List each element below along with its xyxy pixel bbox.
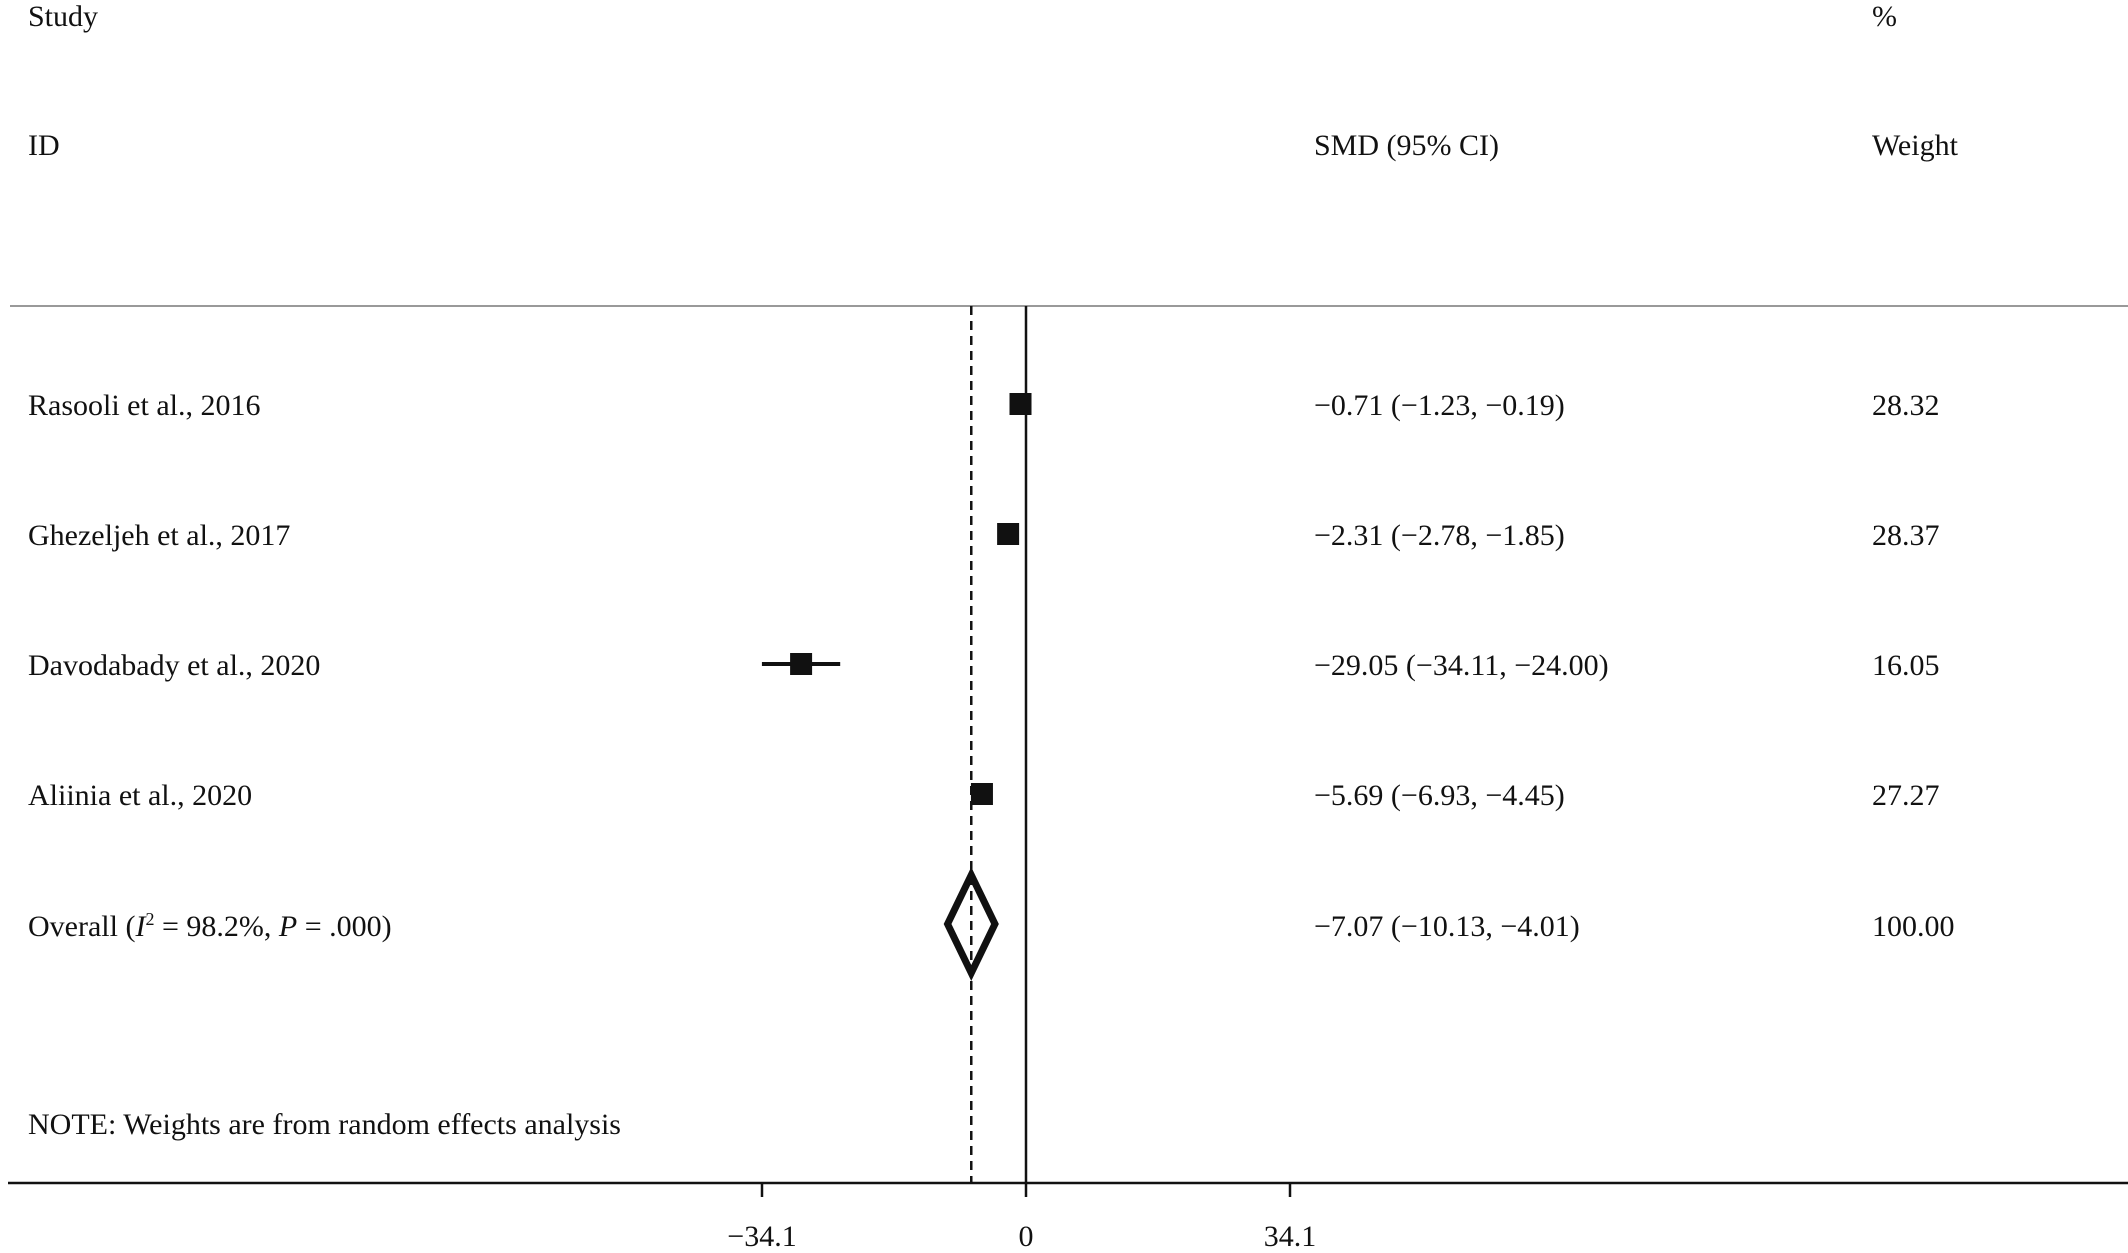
- overall-label-prefix: Overall (: [28, 910, 136, 943]
- study-point-estimate: [970, 783, 993, 805]
- header-percent: %: [1872, 0, 1897, 33]
- study-weight: 28.37: [1872, 519, 1940, 552]
- study-smd-text: −2.31 (−2.78, −1.85): [1314, 519, 1565, 552]
- study-point-estimate: [997, 523, 1020, 545]
- study-smd-text: −0.71 (−1.23, −0.19): [1314, 389, 1565, 422]
- overall-i2-symbol: I: [135, 910, 146, 943]
- overall-diamond: [943, 866, 999, 982]
- study-label: Aliinia et al., 2020: [28, 779, 253, 812]
- overall-smd-text: −7.07 (−10.13, −4.01): [1314, 910, 1580, 943]
- x-tick-label: −34.1: [727, 1220, 797, 1253]
- study-point-estimate: [1009, 393, 1032, 415]
- study-weight: 28.32: [1872, 389, 1940, 422]
- study-weight: 16.05: [1872, 649, 1940, 682]
- header-id: ID: [28, 129, 60, 162]
- header-effect: SMD (95% CI): [1314, 129, 1499, 162]
- study-label: Davodabady et al., 2020: [28, 649, 321, 682]
- study-point-estimate: [790, 653, 813, 675]
- study-label: Rasooli et al., 2016: [28, 389, 261, 422]
- study-smd-text: −29.05 (−34.11, −24.00): [1314, 649, 1609, 682]
- header-study: Study: [28, 0, 99, 33]
- overall-label: Overall (I2 = 98.2%, P = .000): [28, 909, 392, 943]
- header-weight: Weight: [1872, 129, 1958, 162]
- overall-weight: 100.00: [1872, 910, 1955, 943]
- x-tick-label: 0: [1018, 1220, 1034, 1253]
- overall-i2-sup: 2: [145, 909, 155, 929]
- overall-p-value: = .000): [297, 910, 392, 943]
- study-weight: 27.27: [1872, 779, 1940, 812]
- study-label: Ghezeljeh et al., 2017: [28, 519, 291, 552]
- footnote: NOTE: Weights are from random effects an…: [28, 1108, 621, 1141]
- x-tick-label: 34.1: [1263, 1220, 1317, 1253]
- study-smd-text: −5.69 (−6.93, −4.45): [1314, 779, 1565, 812]
- overall-p-symbol: P: [278, 910, 298, 943]
- overall-i2-value: = 98.2%,: [154, 910, 279, 943]
